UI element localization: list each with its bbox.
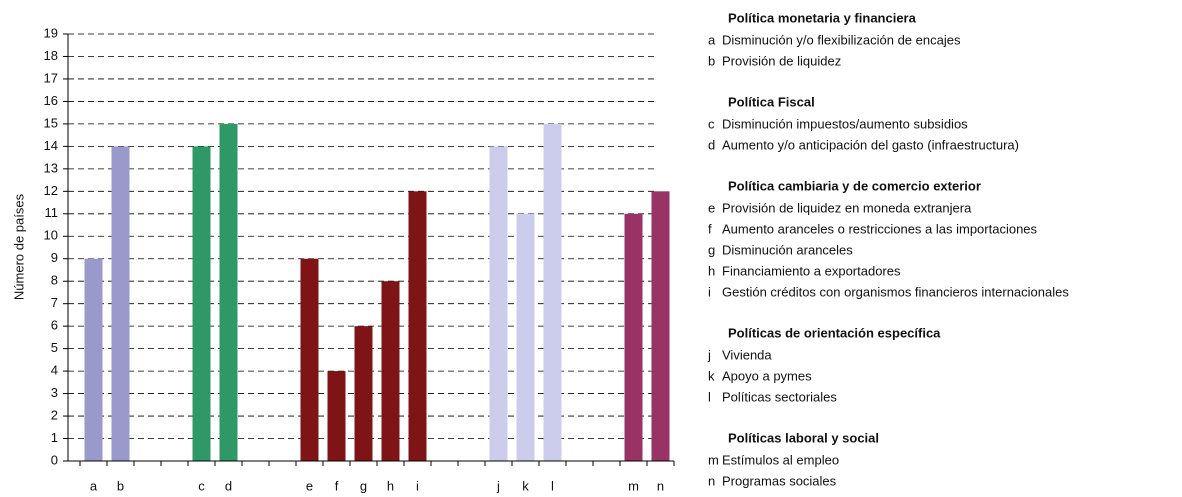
x-tick-label: c: [198, 478, 205, 493]
y-tick-label: 2: [51, 407, 58, 422]
y-tick-label: 0: [51, 452, 58, 467]
bar: [516, 213, 535, 461]
legend-label: Provisión de liquidez: [722, 53, 841, 68]
legend-label: Aumento y/o anticipación del gasto (infr…: [722, 137, 1019, 152]
bar: [651, 191, 670, 461]
bar: [354, 326, 373, 461]
y-tick-label: 11: [45, 205, 59, 220]
x-tick-label: n: [657, 478, 664, 493]
bar: [327, 371, 346, 461]
legend-key: a: [708, 32, 716, 47]
x-tick-label: k: [522, 478, 529, 493]
y-tick-label: 4: [51, 363, 58, 378]
bar: [624, 213, 643, 461]
x-tick-label: l: [551, 478, 554, 493]
legend-key: k: [708, 368, 715, 383]
y-tick-label: 13: [44, 160, 58, 175]
legend-label: Gestión créditos con organismos financie…: [722, 284, 1069, 299]
legend-key: i: [708, 284, 711, 299]
legend-key: d: [708, 137, 715, 152]
y-tick-label: 16: [44, 93, 58, 108]
x-tick-label: a: [90, 478, 98, 493]
bar: [408, 191, 427, 461]
x-tick-label: i: [416, 478, 419, 493]
legend-key: f: [708, 221, 712, 236]
legend-key: m: [708, 452, 719, 467]
legend-label: Apoyo a pymes: [722, 368, 812, 383]
legend-group-title: Política monetaria y financiera: [728, 10, 917, 25]
legend-label: Políticas sectoriales: [722, 389, 837, 404]
x-tick-label: g: [360, 478, 367, 493]
legend-label: Programas sociales: [722, 473, 837, 488]
legend-label: Disminución y/o flexibilización de encaj…: [722, 32, 961, 47]
x-tick-label: j: [496, 478, 500, 493]
legend-label: Provisión de liquidez en moneda extranje…: [722, 200, 972, 215]
y-tick-label: 8: [51, 273, 58, 288]
y-tick-label: 3: [51, 385, 58, 400]
bar: [300, 258, 319, 461]
legend-group-title: Políticas de orientación específica: [728, 325, 941, 340]
y-tick-label: 9: [51, 250, 58, 265]
legend-key: n: [708, 473, 715, 488]
y-tick-label: 6: [51, 318, 58, 333]
y-tick-label: 18: [44, 48, 58, 63]
y-tick-label: 10: [44, 228, 58, 243]
legend-key: b: [708, 53, 715, 68]
x-tick-label: f: [335, 478, 339, 493]
y-tick-label: 15: [44, 115, 58, 130]
bar: [219, 123, 238, 461]
x-tick-label: m: [628, 478, 639, 493]
y-tick-label: 14: [44, 138, 58, 153]
y-tick-label: 19: [44, 25, 58, 40]
legend-label: Aumento aranceles o restricciones a las …: [722, 221, 1038, 236]
y-tick-label: 12: [44, 183, 58, 198]
legend-label: Disminución aranceles: [722, 242, 853, 257]
bar: [381, 281, 400, 461]
x-tick-label: d: [225, 478, 232, 493]
y-tick-label: 7: [51, 295, 58, 310]
legend-label: Estímulos al empleo: [722, 452, 839, 467]
legend-label: Financiamiento a exportadores: [722, 263, 901, 278]
y-tick-label: 1: [51, 430, 58, 445]
x-tick-label: b: [117, 478, 124, 493]
bar: [543, 123, 562, 461]
legend-group-title: Políticas laboral y social: [728, 430, 879, 445]
legend-label: Disminución impuestos/aumento subsidios: [722, 116, 968, 131]
bar: [489, 146, 508, 462]
legend-key: e: [708, 200, 715, 215]
bar: [192, 146, 211, 462]
legend-key: h: [708, 263, 715, 278]
legend-key: c: [708, 116, 715, 131]
bar: [111, 146, 130, 462]
bar: [84, 258, 103, 461]
legend-key: j: [707, 347, 711, 362]
y-axis-label: Número de países: [11, 193, 26, 300]
legend-label: Vivienda: [722, 347, 772, 362]
legend-group-title: Política cambiaria y de comercio exterio…: [728, 178, 981, 193]
legend-group-title: Política Fiscal: [728, 94, 815, 109]
x-tick-label: e: [306, 478, 313, 493]
legend-key: g: [708, 242, 715, 257]
x-tick-label: h: [387, 478, 394, 493]
y-tick-label: 5: [51, 340, 58, 355]
y-tick-label: 17: [44, 70, 58, 85]
legend-key: l: [708, 389, 711, 404]
